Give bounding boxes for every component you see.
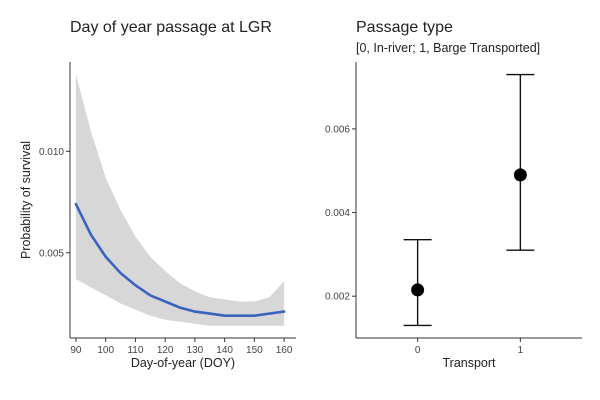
passage-type-panel: Passage type [0, In-river; 1, Barge Tran… [325,19,582,370]
y-tick-label: 0.010 [39,147,64,158]
x-tick-label: 140 [216,345,233,356]
doy-chart-title: Day of year passage at LGR [70,19,272,36]
y-tick-label: 0.004 [325,208,350,219]
passage-chart-title: Passage type [356,19,453,36]
x-tick-label: 150 [246,345,263,356]
survival-fit-line [74,202,286,317]
y-tick-label: 0.006 [325,124,350,135]
doy-confidence-band-layer [75,74,285,326]
x-tick-label: 110 [127,345,143,356]
passage-chart-subtitle: [0, In-river; 1, Barge Transported] [356,41,540,55]
x-tick-label: 100 [97,345,114,356]
doy-y-axis-label: Probability of survival [19,141,33,259]
passage-y-ticks: 0.002 0.004 0.006 [325,124,356,303]
estimate-point [513,168,527,182]
confidence-band [75,74,285,326]
x-tick-label: 120 [157,345,174,356]
passage-x-axis-label: Transport [442,356,496,370]
doy-fit-line-layer [74,202,286,317]
estimate-point [411,283,425,297]
x-tick-label: 130 [187,345,204,356]
x-tick-label: 160 [276,345,293,356]
doy-y-ticks: 0.005 0.010 [39,147,70,259]
passage-marks-layer [403,73,535,327]
y-tick-label: 0.005 [39,248,64,259]
x-tick-label: 0 [415,345,421,356]
x-tick-label: 1 [518,345,524,356]
y-tick-label: 0.002 [325,292,350,303]
doy-x-ticks: 90 100 110 120 130 140 150 160 [70,338,293,356]
x-tick-label: 90 [70,345,82,356]
doy-survival-panel: Day of year passage at LGR 90 100 110 120 13… [19,19,296,370]
doy-x-axis-label: Day-of-year (DOY) [131,356,235,370]
